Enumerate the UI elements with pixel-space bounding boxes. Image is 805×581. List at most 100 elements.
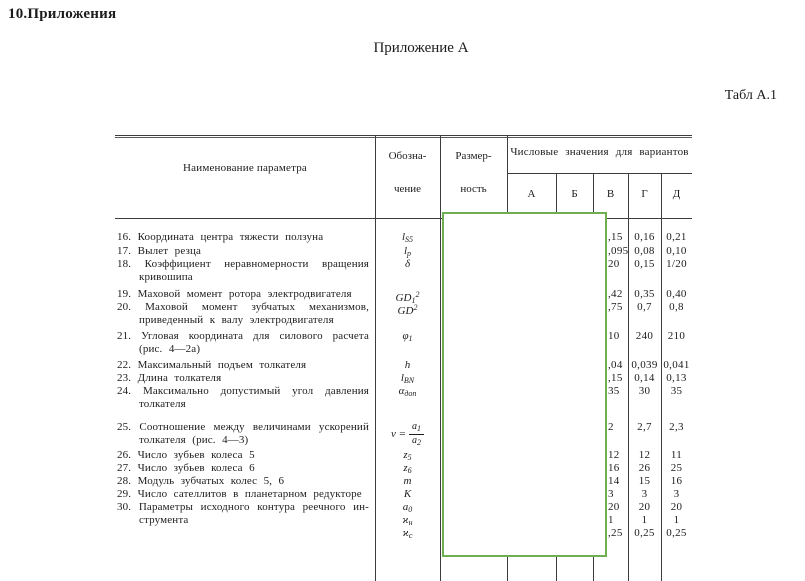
value-cell-g: 0,08 (634, 245, 655, 257)
section-title: 10.Приложения (8, 6, 117, 22)
header-variant-g: Г (641, 188, 648, 200)
param-name: 30. Параметры исходного контура реечного… (117, 501, 369, 527)
value-cell-v: ,25 (608, 527, 623, 539)
table-top-border-line (115, 135, 692, 136)
param-name-line: толкателя (рис. 4—3) (117, 434, 369, 447)
param-symbol: αдоп (375, 385, 440, 398)
symbol-fraction: ν = a1 a2 (375, 421, 440, 447)
param-symbol: lр (375, 245, 440, 258)
table-row: 23. Длина толкателя lBN ,15 0,14 0,13 (115, 372, 692, 385)
row-number: 29. (117, 488, 132, 500)
param-name-line: 16. Координата центра тяжести ползуна (117, 231, 369, 244)
value-cell-g: 0,039 (631, 359, 658, 371)
value-cell-d: 0,8 (669, 301, 684, 313)
symbol-subscript: 1 (411, 296, 416, 305)
value-cell-v: 20 (608, 501, 620, 513)
value-cell-g: 0,7 (637, 301, 652, 313)
fraction-stack: a1 a2 (409, 420, 425, 448)
value-cell-d: 1/20 (666, 258, 687, 270)
row-number: 23. (117, 372, 132, 384)
value-cell-g: 2,7 (637, 421, 652, 433)
param-symbol: z5 (375, 449, 440, 462)
col-line-v-g (628, 173, 629, 581)
param-text: Число зубьев колеса 5 (137, 449, 255, 461)
header-variant-a: А (527, 188, 536, 200)
param-name: 28. Модуль зубчатых колес 5, 6 (117, 475, 369, 488)
param-text: Модуль зубчатых колес 5, 6 (137, 475, 285, 487)
symbol-base: l (403, 245, 408, 257)
row-number: 20. (117, 301, 132, 313)
table-row: 18. Коэффициент неравномерности вращения… (115, 258, 692, 284)
value-cell-v: 2 (608, 421, 614, 433)
header-dimension-line1: Размер- (455, 150, 492, 162)
value-cell-g: 0,16 (634, 231, 655, 243)
param-name: 20. Маховой момент зубчатых механизмов, п… (117, 301, 369, 327)
symbol-line: ϰн (375, 514, 440, 527)
param-name-line: (рис. 4—2а) (117, 343, 369, 356)
param-name-line: 30. Параметры исходного контура реечного… (117, 501, 369, 514)
param-symbol: ν = a1 a2 (375, 421, 440, 447)
param-text: Параметры исходного контура реечного ин- (138, 501, 369, 513)
value-cell-d: 2,3 (669, 421, 684, 433)
value-cell-g: 15 (638, 475, 651, 487)
row-number: 17. (117, 245, 132, 257)
symbol-base: δ (404, 258, 411, 270)
symbol-line: K (375, 488, 440, 501)
row-number: 18. (117, 258, 132, 270)
table-row: 27. Число зубьев колеса 6 z6 16 26 25 (115, 462, 692, 475)
row-number: 16. (117, 231, 132, 243)
value-cell-g: 0,35 (634, 288, 655, 300)
symbol-line: φ1 (375, 330, 440, 343)
param-symbol: K (375, 488, 440, 501)
symbol-base: GD (397, 305, 414, 317)
value-cell-g: 30 (638, 385, 651, 397)
symbol-base: m (403, 475, 412, 487)
param-name: 27. Число зубьев колеса 6 (117, 462, 369, 475)
value-cell-v: 12 (608, 449, 620, 461)
symbol-line: lS5 (375, 231, 440, 244)
symbol-base: h (404, 359, 411, 371)
table-row: 28. Модуль зубчатых колес 5, 6 m 14 15 16 (115, 475, 692, 488)
row-number: 21. (117, 330, 132, 342)
param-name: 26. Число зубьев колеса 5 (117, 449, 369, 462)
param-name: 18. Коэффициент неравномерности вращения… (117, 258, 369, 284)
param-name-line: кривошипа (117, 271, 369, 284)
param-symbol: lBN (375, 372, 440, 385)
value-cell-v: ,15 (608, 231, 623, 243)
value-cell-d: 20 (670, 501, 683, 513)
value-cell-d: 11 (670, 449, 683, 461)
value-cell-d: 0,25 (666, 527, 687, 539)
symbol-base: ϰ (402, 527, 409, 539)
value-cell-v: 14 (608, 475, 620, 487)
value-cell-g: 0,14 (634, 372, 655, 384)
symbol-line: a0 (375, 501, 440, 514)
value-cell-g: 240 (635, 330, 654, 342)
value-cell-d: 35 (670, 385, 683, 397)
symbol-base: GD (395, 292, 412, 304)
param-text: Угловая координата для силового расчета (141, 330, 369, 342)
table-row: 29. Число сателлитов в планетарном редук… (115, 488, 692, 501)
fraction-prefix: ν = (390, 427, 407, 440)
param-text: толкателя (рис. 4—3) (139, 434, 249, 446)
symbol-subscript: 6 (407, 466, 412, 475)
symbol-base: a (402, 501, 409, 513)
header-variant-b: Б (571, 188, 578, 200)
symbol-subscript: 1 (408, 334, 413, 343)
header-designation-line1: Обозна- (388, 150, 427, 162)
fraction-numerator-base: a (412, 420, 418, 432)
symbol-superscript: 2 (415, 290, 420, 299)
param-name: 19. Маховой момент ротора электродвигате… (117, 288, 369, 301)
param-symbol: lS5 (375, 231, 440, 244)
param-name-line: 29. Число сателлитов в планетарном редук… (117, 488, 369, 501)
symbol-base: z (403, 449, 408, 461)
param-name: 17. Вылет резца (117, 245, 369, 258)
table-row: 16. Координата центра тяжести ползуна lS5… (115, 231, 692, 244)
symbol-subscript: р (407, 249, 412, 258)
value-cell-v: ,04 (608, 359, 623, 371)
table-row: 17. Вылет резца lр ,095 0,08 0,10 (115, 245, 692, 258)
value-cell-g: 20 (638, 501, 651, 513)
header-parameter-name: Наименование параметра (183, 162, 307, 174)
param-name-line: струмента (117, 514, 369, 527)
table-row: 24. Максимально допустимый угол давления… (115, 385, 692, 411)
row-number: 25. (117, 421, 132, 433)
